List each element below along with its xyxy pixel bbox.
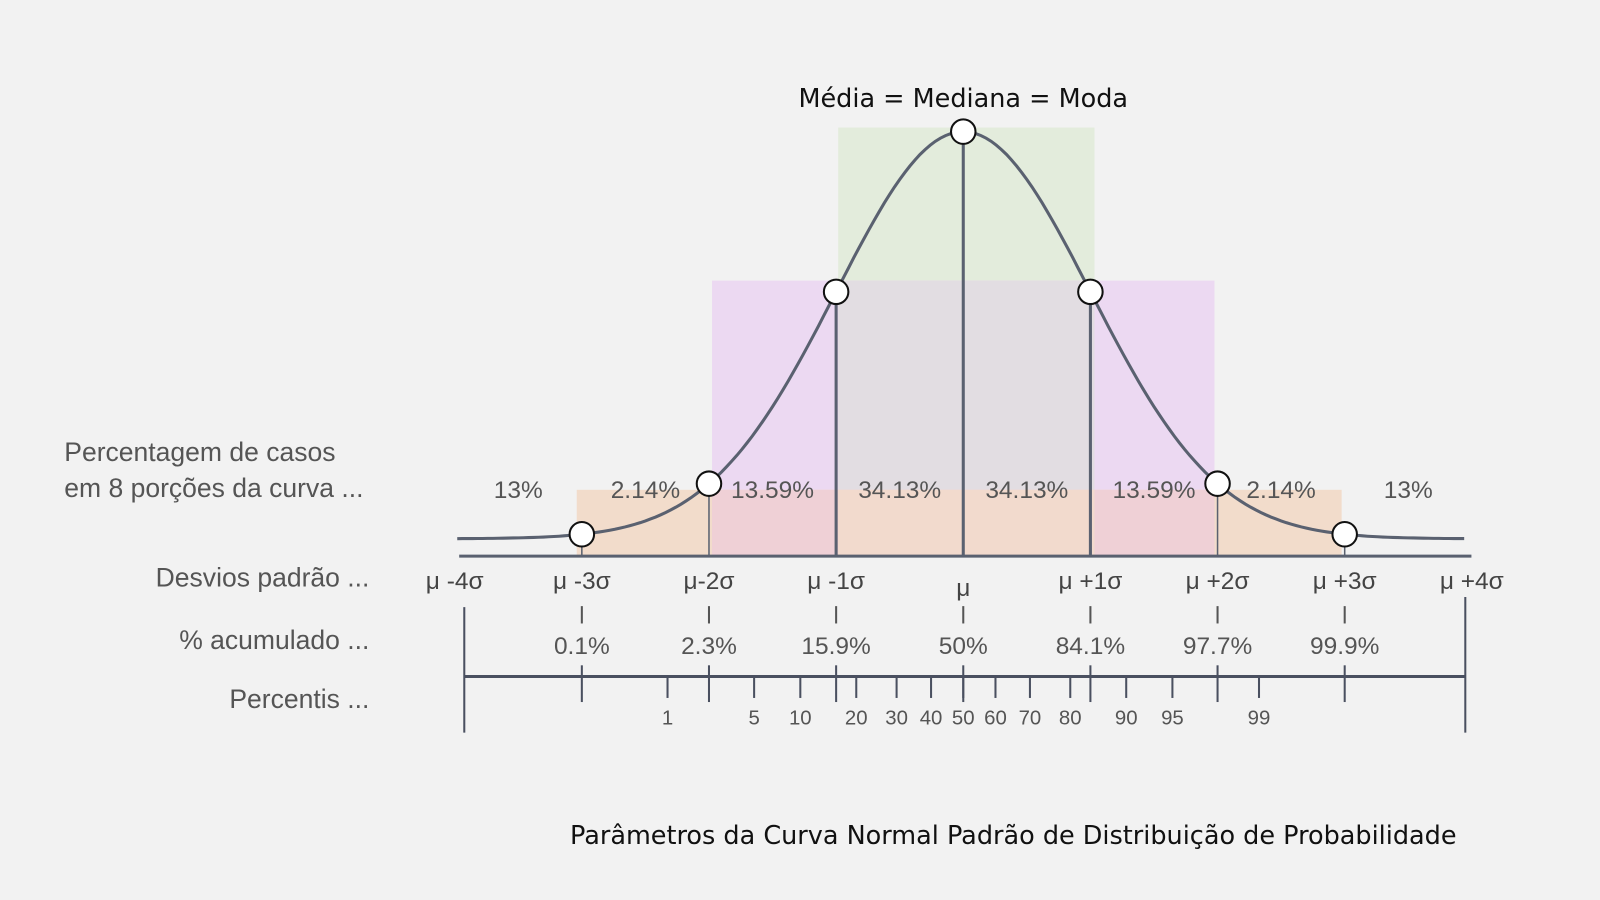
cumulative-label: 97.7%: [1183, 633, 1252, 660]
diagram-title: Parâmetros da Curva Normal Padrão de Dis…: [570, 821, 1457, 851]
segment-percent-label: 34.13%: [858, 477, 941, 504]
curve-point-marker: [1077, 278, 1104, 306]
sigma-tick-label: μ +2σ: [1186, 568, 1250, 595]
percentile-label: 60: [984, 707, 1007, 729]
sigma-tick-label: μ -4σ: [426, 568, 484, 595]
segment-percent-label: 2.14%: [611, 477, 680, 504]
sigma-tick-label: μ +4σ: [1440, 568, 1504, 595]
segment-percent-label: 13.59%: [1112, 477, 1195, 504]
segment-percent-label: 13.59%: [731, 477, 814, 504]
cumulative-label: 84.1%: [1056, 633, 1125, 660]
percentile-label: 20: [845, 707, 868, 729]
band-center: [838, 280, 1095, 490]
percentile-label: 90: [1115, 707, 1138, 729]
cumulative-label: 2.3%: [681, 633, 737, 660]
curve-point-marker: [950, 118, 977, 145]
curve-point-marker: [822, 278, 850, 306]
row-label-percentiles: Percentis ...: [229, 684, 369, 714]
percentile-label: 1: [662, 707, 673, 729]
percentile-label: 95: [1161, 707, 1184, 729]
row-label-cumulative: % acumulado ...: [179, 625, 369, 655]
curve-group: [457, 118, 1472, 558]
cumulative-label: 15.9%: [801, 633, 870, 660]
segment-percent-label: 13%: [1384, 477, 1433, 504]
sigma-tick-label: μ-2σ: [683, 568, 734, 595]
row-label-percent-cases-2: em 8 porções da curva ...: [64, 473, 363, 503]
curve-point-marker: [695, 470, 723, 497]
percentile-label: 70: [1019, 707, 1042, 729]
sigma-tick-label: μ +1σ: [1058, 568, 1122, 595]
percentile-label: 50: [952, 707, 975, 729]
percentile-label: 5: [748, 707, 759, 729]
labels-group: Média = Mediana = Moda Percentagem de ca…: [64, 84, 1504, 851]
row-label-percent-cases-1: Percentagem de casos: [64, 437, 335, 467]
segment-percent-label: 2.14%: [1246, 477, 1315, 504]
percentile-label: 99: [1248, 707, 1271, 729]
band-center-low: [838, 489, 1095, 557]
sigma-tick-label: μ -1σ: [807, 568, 865, 595]
segment-percent-label: 34.13%: [985, 477, 1068, 504]
segment-percent-label: 13%: [494, 477, 543, 504]
sigma-tick-label: μ: [956, 575, 970, 602]
peak-label: Média = Mediana = Moda: [798, 84, 1128, 114]
curve-point-marker: [1204, 470, 1231, 497]
sigma-tick-label: μ -3σ: [553, 568, 611, 595]
cumulative-label: 50%: [939, 633, 988, 660]
percentile-label: 30: [885, 707, 908, 729]
curve-point-marker: [1331, 520, 1358, 548]
cumulative-label: 99.9%: [1310, 633, 1379, 660]
percentile-label: 40: [920, 707, 943, 729]
sigma-tick-label: μ +3σ: [1313, 568, 1377, 595]
curve-point-marker: [568, 520, 596, 548]
axis-marks: [463, 596, 1467, 733]
cumulative-label: 0.1%: [554, 633, 610, 660]
percentile-label: 80: [1059, 707, 1082, 729]
row-label-std-devs: Desvios padrão ...: [156, 563, 370, 593]
percentile-label: 10: [789, 707, 812, 729]
